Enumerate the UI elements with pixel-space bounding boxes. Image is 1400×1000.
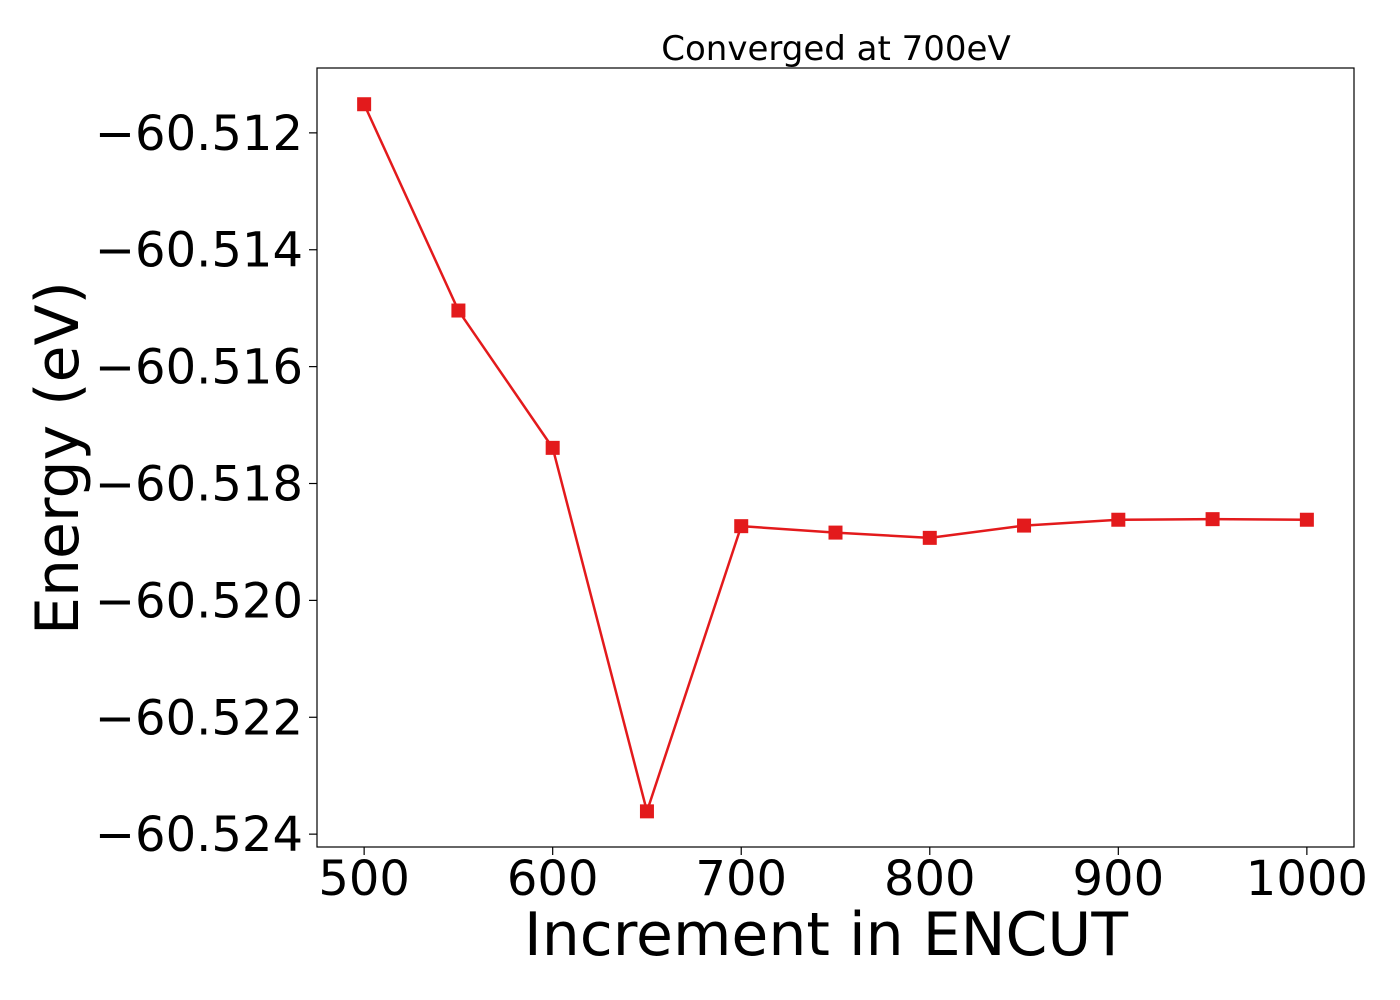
data-point [828,525,843,540]
data-point [1111,512,1126,527]
series-line [362,103,1307,813]
y-tick-label: −60.514 [95,223,303,279]
axes-frame [316,67,1355,848]
y-tick-label: −60.518 [95,457,303,513]
data-point [639,804,654,819]
chart-title: Converged at 700eV [661,29,1010,69]
x-tick-label: 900 [1073,851,1165,907]
y-tick-label: −60.520 [95,573,303,629]
y-tick-label: −60.516 [95,340,303,396]
data-point [1299,512,1314,527]
y-axis-label: Energy (eV) [23,281,93,635]
y-tick-label: −60.524 [95,807,303,863]
y-tick-label: −60.512 [95,106,303,162]
data-point [1205,512,1220,527]
x-tick-label: 500 [318,851,410,907]
data-point [922,530,937,545]
data-point [1017,518,1032,533]
data-point [451,303,466,318]
x-axis: 500 600 700 800 900 1000 [318,847,1368,907]
x-axis-label: Increment in ENCUT [524,900,1128,970]
x-tick-label: 600 [507,851,599,907]
data-point [734,519,749,534]
y-tick-label: −60.522 [95,690,303,746]
data-point [357,97,372,112]
y-axis: −60.512 −60.514 −60.516 −60.518 −60.520 −60.5… [95,106,317,863]
x-tick-label: 800 [884,851,976,907]
x-tick-label: 1000 [1246,851,1368,907]
data-point [545,440,560,455]
plot-area [357,97,1314,819]
x-tick-label: 700 [695,851,787,907]
